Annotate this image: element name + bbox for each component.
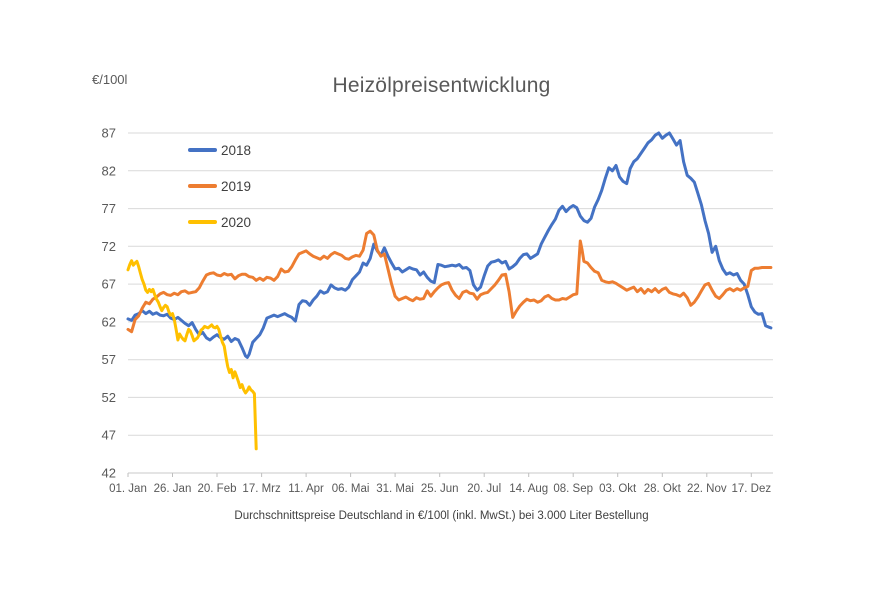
x-tick-label: 17. Mrz <box>242 483 281 495</box>
footer-note: Durchschnittspreise Deutschland in €/100… <box>234 510 649 522</box>
y-tick-label: 82 <box>102 163 116 178</box>
series-line-2018 <box>126 131 773 359</box>
x-tick-label: 17. Dez <box>731 483 771 495</box>
series-line-2020 <box>126 259 258 451</box>
y-tick-label: 67 <box>102 277 116 292</box>
x-tick-label: 20. Jul <box>467 483 501 495</box>
y-axis-unit-label: €/100l <box>92 72 128 87</box>
legend-label: 2019 <box>221 178 252 194</box>
y-tick-label: 52 <box>102 390 116 405</box>
x-tick-label: 28. Okt <box>644 483 682 495</box>
y-tick-label: 87 <box>102 126 116 141</box>
x-tick-label: 25. Jun <box>421 483 459 495</box>
x-tick-label: 20. Feb <box>198 483 237 495</box>
legend-line-swatch-2020 <box>188 220 217 224</box>
y-tick-label: 42 <box>102 466 116 481</box>
legend-item-2018: 2018 <box>188 139 251 161</box>
y-tick-label: 72 <box>102 239 116 254</box>
x-tick-label: 06. Mai <box>332 483 370 495</box>
legend-item-2020: 2020 <box>188 211 251 233</box>
x-tick-label: 03. Okt <box>599 483 637 495</box>
legend-line-swatch-2019 <box>188 184 217 188</box>
x-tick-label: 31. Mai <box>376 483 414 495</box>
x-tick-label: 26. Jan <box>154 483 192 495</box>
legend-label: 2020 <box>221 214 252 230</box>
legend-item-2019: 2019 <box>188 175 251 197</box>
x-tick-label: 14. Aug <box>509 483 548 495</box>
x-tick-label: 11. Apr <box>288 483 324 495</box>
y-tick-label: 77 <box>102 201 116 216</box>
y-tick-label: 47 <box>102 428 116 443</box>
x-tick-label: 22. Nov <box>687 483 727 495</box>
y-tick-label: 62 <box>102 314 116 329</box>
legend-line-swatch-2018 <box>188 148 217 152</box>
legend-label: 2018 <box>221 142 252 158</box>
x-tick-label: 01. Jan <box>109 483 147 495</box>
legend: 2018 2019 2020 <box>188 139 251 233</box>
x-tick-label: 08. Sep <box>553 483 593 495</box>
y-tick-label: 57 <box>102 352 116 367</box>
series-line-2019 <box>126 229 773 334</box>
chart-title: Heizölpreisentwicklung <box>332 74 551 97</box>
